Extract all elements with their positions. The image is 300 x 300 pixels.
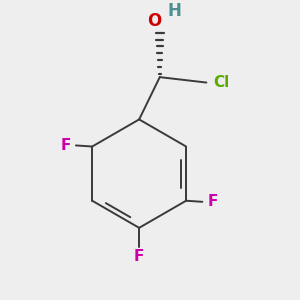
Text: Cl: Cl [213, 75, 229, 90]
Text: F: F [134, 249, 144, 264]
Text: F: F [61, 138, 71, 153]
Text: F: F [207, 194, 218, 209]
Text: H: H [168, 2, 182, 20]
Text: O: O [147, 12, 161, 30]
